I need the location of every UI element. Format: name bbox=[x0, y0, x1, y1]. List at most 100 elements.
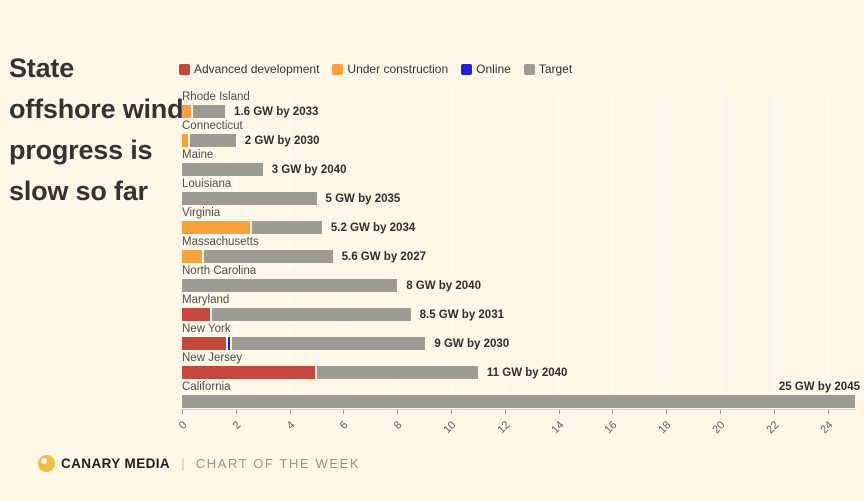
x-axis-tick-label: 0 bbox=[176, 419, 190, 432]
x-axis-tick-label: 10 bbox=[441, 419, 459, 437]
x-axis-tick-label: 6 bbox=[338, 419, 351, 432]
x-axis-tick-mark bbox=[773, 410, 775, 414]
bar-row: Maryland 8.5 GW by 2031 bbox=[182, 293, 860, 322]
series-name: CHART OF THE WEEK bbox=[195, 455, 361, 471]
x-axis-tick-label: 4 bbox=[284, 419, 298, 432]
state-label: Maryland bbox=[182, 294, 230, 306]
bar-segment-under_construction bbox=[182, 105, 191, 118]
value-label: 3 GW by 2040 bbox=[271, 163, 347, 176]
bar-row: Connecticut 2 GW by 2030 bbox=[182, 119, 860, 148]
bar-segment-advanced_development bbox=[182, 366, 315, 379]
footer-separator: | bbox=[181, 455, 185, 471]
bar-row: Rhode Island 1.6 GW by 2033 bbox=[182, 90, 860, 119]
bar-row: California 25 GW by 2045 bbox=[182, 380, 860, 409]
x-axis: 0 2 4 6 8 10 12 14 16 18 20 22 24 bbox=[177, 409, 860, 450]
x-axis-tick-mark bbox=[451, 410, 452, 414]
value-label: 8.5 GW by 2031 bbox=[419, 308, 504, 321]
bar-row: Maine 3 GW by 2040 bbox=[182, 148, 860, 177]
x-axis-tick-label: 2 bbox=[230, 419, 244, 432]
value-label: 2 GW by 2030 bbox=[244, 134, 320, 147]
under_construction-swatch-icon bbox=[332, 63, 344, 75]
bar-row: Louisiana 5 GW by 2035 bbox=[182, 177, 860, 206]
legend-label: Target bbox=[538, 62, 573, 76]
legend-item-advanced_development: Advanced development bbox=[179, 62, 319, 76]
x-axis-tick-mark bbox=[666, 410, 668, 414]
bar-segment-advanced_development bbox=[182, 337, 226, 350]
x-axis-tick-mark bbox=[504, 410, 506, 414]
x-axis-tick-mark bbox=[289, 410, 291, 414]
bar-segment-under_construction bbox=[182, 221, 250, 234]
bar-segment-target bbox=[192, 105, 226, 118]
brand-name: CANARY MEDIA bbox=[61, 455, 171, 471]
value-label: 9 GW by 2030 bbox=[434, 337, 510, 350]
bar-segment-advanced_development bbox=[182, 308, 210, 321]
bar-segment-target bbox=[203, 250, 333, 263]
bar-segment-target bbox=[231, 337, 426, 350]
advanced_development-swatch-icon bbox=[179, 63, 190, 75]
legend-item-online: Online bbox=[461, 62, 511, 76]
x-axis-tick-mark bbox=[827, 410, 829, 414]
legend-label: Under construction bbox=[347, 62, 449, 76]
bar-row: North Carolina 8 GW by 2040 bbox=[182, 264, 860, 293]
x-axis-tick-label: 16 bbox=[602, 419, 620, 437]
x-axis-tick-mark bbox=[235, 410, 237, 414]
x-axis-tick-label: 22 bbox=[764, 419, 782, 437]
x-axis-tick-label: 12 bbox=[495, 419, 513, 437]
value-label: 8 GW by 2040 bbox=[406, 279, 481, 292]
x-axis-tick-label: 20 bbox=[710, 419, 728, 437]
x-axis-tick-label: 18 bbox=[656, 419, 674, 437]
bar-segment-target bbox=[182, 395, 855, 408]
legend: Advanced development Under construction On… bbox=[179, 62, 572, 76]
bar-segment-under_construction bbox=[182, 134, 189, 147]
bar-row: New Jersey 11 GW by 2040 bbox=[182, 351, 860, 380]
canary-media-logo-icon bbox=[38, 454, 55, 472]
bar-row: Virginia 5.2 GW by 2034 bbox=[182, 206, 860, 235]
bar-segment-online bbox=[227, 337, 230, 350]
state-label: Rhode Island bbox=[182, 91, 250, 103]
legend-label: Online bbox=[476, 62, 511, 76]
footer: CANARY MEDIA | CHART OF THE WEEK bbox=[38, 452, 360, 474]
value-label: 5.2 GW by 2034 bbox=[330, 221, 416, 234]
x-axis-tick-label: 24 bbox=[817, 419, 836, 437]
bar-rows: Rhode Island 1.6 GW by 2033 Connecticut 2 G… bbox=[182, 90, 860, 409]
x-axis-tick-mark bbox=[558, 410, 560, 414]
value-label: 5.6 GW by 2027 bbox=[341, 250, 426, 263]
target-swatch-icon bbox=[523, 63, 535, 75]
legend-item-target: Target bbox=[523, 62, 573, 76]
state-label: Virginia bbox=[182, 207, 221, 219]
legend-item-under_construction: Under construction bbox=[332, 62, 448, 76]
state-label: New York bbox=[182, 323, 231, 335]
bar-segment-target bbox=[182, 192, 317, 205]
value-label: 5 GW by 2035 bbox=[325, 192, 401, 205]
x-axis-tick-mark bbox=[182, 410, 183, 414]
bar-segment-target bbox=[182, 163, 263, 176]
state-label: New Jersey bbox=[182, 352, 243, 364]
x-axis-tick-mark bbox=[720, 410, 721, 414]
value-label: 11 GW by 2040 bbox=[486, 366, 568, 379]
chart-title: State offshore wind progress is slow so … bbox=[9, 53, 184, 206]
bar-segment-target bbox=[190, 134, 236, 147]
bar-row: Massachusetts 5.6 GW by 2027 bbox=[182, 235, 860, 264]
state-label: California bbox=[182, 381, 231, 393]
x-axis-tick-mark bbox=[343, 410, 345, 414]
bar-segment-under_construction bbox=[182, 250, 202, 263]
state-label: Maine bbox=[182, 149, 214, 161]
x-axis-tick-mark bbox=[612, 410, 614, 414]
x-axis-tick-label: 14 bbox=[548, 419, 567, 437]
state-label: Massachusetts bbox=[182, 236, 259, 248]
online-swatch-icon bbox=[461, 63, 473, 75]
bar-segment-target bbox=[182, 279, 398, 292]
state-label: Connecticut bbox=[182, 120, 243, 132]
bar-segment-target bbox=[316, 366, 478, 379]
bar-row: New York 9 GW by 2030 bbox=[182, 322, 860, 351]
bar-segment-target bbox=[251, 221, 322, 234]
state-label: North Carolina bbox=[182, 265, 257, 277]
value-label: 1.6 GW by 2033 bbox=[234, 105, 319, 118]
x-axis-tick-label: 8 bbox=[391, 419, 405, 432]
bar-segment-target bbox=[211, 308, 411, 321]
legend-label: Advanced development bbox=[194, 62, 320, 76]
state-label: Louisiana bbox=[182, 178, 232, 190]
x-axis-tick-mark bbox=[397, 410, 399, 414]
x-axis-line bbox=[182, 409, 856, 410]
